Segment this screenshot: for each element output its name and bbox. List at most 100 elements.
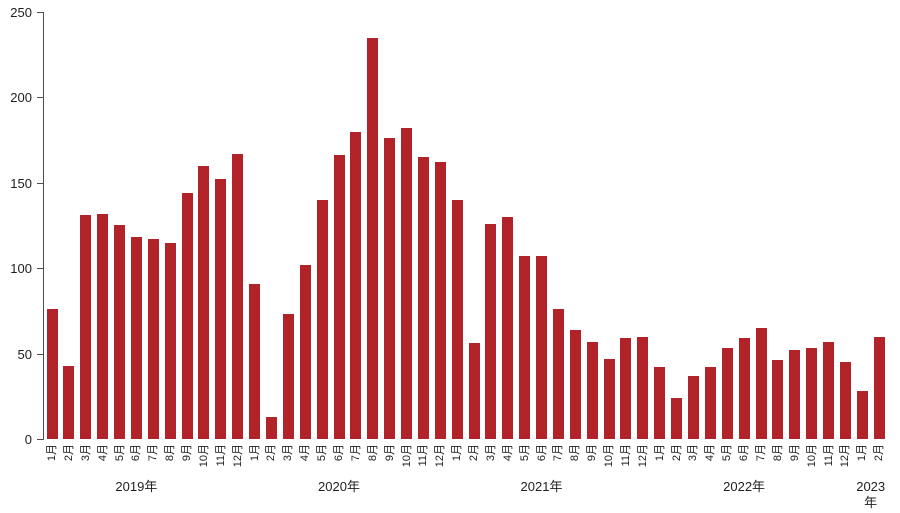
bar	[704, 367, 716, 439]
bar	[856, 391, 868, 439]
month-label: 5月	[113, 444, 126, 462]
month-label: 8月	[366, 444, 379, 462]
bar	[755, 328, 767, 439]
month-label: 7月	[147, 444, 160, 462]
month-label: 4月	[299, 444, 312, 462]
month-label: 6月	[333, 444, 345, 462]
bar	[282, 314, 294, 439]
month-label: 6月	[130, 444, 143, 462]
month-label: 3月	[687, 444, 700, 462]
bar	[215, 179, 227, 439]
bar	[147, 239, 159, 439]
y-axis-line	[43, 12, 44, 440]
month-label: 1月	[451, 444, 464, 462]
bar	[687, 376, 699, 439]
year-label-line: 2023	[856, 479, 886, 494]
month-label: 12月	[231, 444, 244, 468]
bar	[502, 217, 514, 439]
month-label: 2月	[265, 444, 278, 462]
bar	[249, 284, 261, 439]
year-label-line: 2022年	[723, 479, 766, 494]
bar	[181, 193, 193, 439]
month-label: 5月	[316, 444, 329, 462]
bar	[46, 309, 58, 439]
year-label-line: 年	[864, 495, 878, 510]
year-label: 2023 年	[856, 479, 885, 511]
bar	[164, 243, 176, 439]
bar	[772, 360, 784, 439]
month-label: 3月	[79, 444, 92, 462]
month-label: 10月	[400, 444, 413, 468]
year-label: 2019年	[115, 479, 157, 495]
bar	[333, 155, 345, 439]
y-tick	[37, 183, 43, 184]
month-label: 6月	[738, 444, 751, 462]
y-tick	[37, 354, 43, 355]
month-label: 9月	[383, 444, 396, 462]
bar	[536, 256, 547, 439]
y-tick	[37, 97, 43, 98]
bar	[823, 342, 834, 439]
y-tick-label: 0	[24, 432, 32, 447]
month-label: 8月	[569, 444, 582, 462]
bar	[468, 343, 480, 439]
y-tick-label: 200	[10, 90, 32, 105]
month-label: 8月	[771, 444, 784, 462]
bar	[620, 338, 632, 439]
month-label: 9月	[181, 444, 193, 462]
month-label: 1月	[653, 444, 666, 462]
y-tick-label: 50	[17, 347, 32, 362]
bar	[198, 166, 210, 439]
month-label: 10月	[805, 444, 818, 468]
y-tick	[37, 268, 43, 269]
bar	[401, 128, 412, 439]
month-label: 2月	[62, 444, 75, 462]
bar	[97, 214, 109, 439]
bar	[738, 338, 750, 439]
bar	[63, 366, 75, 439]
bar	[721, 348, 733, 439]
month-label: 7月	[552, 444, 565, 462]
bar	[367, 38, 379, 439]
y-tick-label: 100	[10, 261, 32, 276]
y-tick-label: 250	[10, 5, 32, 20]
month-label: 4月	[96, 444, 109, 462]
month-label: 10月	[603, 444, 615, 468]
month-label: 9月	[788, 444, 801, 462]
month-label: 11月	[822, 444, 835, 467]
month-label: 2月	[670, 444, 683, 462]
month-label: 2月	[873, 444, 886, 462]
year-label-line: 2021年	[520, 479, 563, 494]
month-label: 11月	[214, 444, 227, 467]
month-label: 6月	[535, 444, 548, 462]
bar	[451, 200, 463, 439]
bar	[671, 398, 683, 439]
y-tick	[37, 12, 43, 13]
bar	[839, 362, 851, 439]
bar	[637, 337, 649, 439]
y-tick-label: 150	[10, 176, 32, 191]
month-label: 5月	[721, 444, 734, 462]
y-tick	[37, 439, 43, 440]
month-label: 8月	[164, 444, 177, 462]
bar	[80, 215, 92, 439]
month-label: 7月	[755, 444, 767, 462]
month-label: 11月	[417, 444, 430, 467]
month-label: 4月	[501, 444, 514, 462]
bar	[384, 138, 396, 439]
bar	[569, 330, 581, 439]
bar	[434, 162, 446, 439]
bar	[873, 337, 885, 439]
bar	[114, 225, 125, 439]
bar	[552, 309, 564, 439]
month-label: 1月	[46, 444, 58, 462]
month-label: 7月	[349, 444, 362, 462]
bar	[586, 342, 598, 439]
month-label: 11月	[619, 444, 632, 467]
month-label: 9月	[586, 444, 599, 462]
bar	[417, 157, 429, 439]
month-label: 1月	[856, 444, 869, 462]
month-label: 4月	[704, 444, 717, 462]
month-label: 2月	[468, 444, 480, 462]
